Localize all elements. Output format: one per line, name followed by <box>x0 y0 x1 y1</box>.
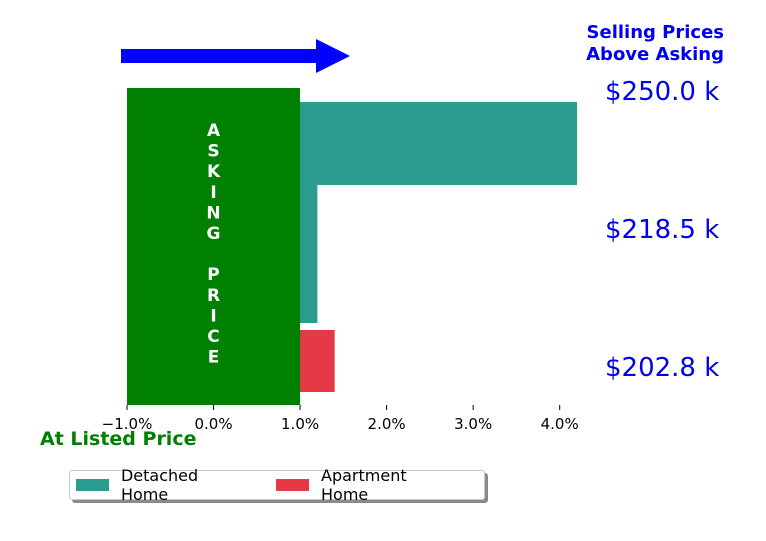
right-arrow-icon <box>121 39 350 73</box>
at-listed-price-label: At Listed Price <box>40 428 196 450</box>
asking-price-letter: N <box>206 203 220 223</box>
asking-price-letter: E <box>208 348 220 368</box>
asking-price-letter: K <box>207 162 221 182</box>
asking-price-letter: I <box>210 306 216 326</box>
price-label: $218.5 k <box>605 215 719 245</box>
asking-price-letter: I <box>210 183 216 203</box>
legend-label-detached: Detached Home <box>120 466 199 504</box>
legend-swatch-detached <box>76 479 109 491</box>
x-tick-label: 2.0% <box>368 415 406 433</box>
x-tick-label: 4.0% <box>541 415 579 433</box>
x-axis-ticks: −1.0% 0.0% 1.0% 2.0% 3.0% 4.0% <box>102 405 579 433</box>
legend: Detached Home Apartment Home <box>69 466 485 504</box>
x-tick-label: 0.0% <box>194 415 232 433</box>
asking-price-letter: G <box>207 224 221 244</box>
x-tick-label: −1.0% <box>102 415 153 433</box>
legend-item-apartment: Apartment Home <box>276 466 451 504</box>
legend-swatch-apartment <box>276 479 309 491</box>
legend-label-apartment: Apartment Home <box>321 466 407 504</box>
x-tick-label: 3.0% <box>454 415 492 433</box>
selling-above-title-line2: Above Asking <box>586 44 724 65</box>
asking-price-letter: A <box>207 121 221 141</box>
selling-above-title-line1: Selling Prices <box>587 22 724 43</box>
legend-item-detached: Detached Home <box>76 466 243 504</box>
asking-price-letter: C <box>207 327 219 347</box>
price-labels: $250.0 k $218.5 k $202.8 k <box>605 77 719 383</box>
asking-price-letter: S <box>207 142 219 162</box>
price-label: $202.8 k <box>605 353 719 383</box>
price-label: $250.0 k <box>605 77 719 107</box>
asking-price-letter: R <box>207 286 220 306</box>
asking-price-letter: P <box>207 265 219 285</box>
asking-price-band <box>127 88 301 405</box>
x-tick-label: 1.0% <box>281 415 319 433</box>
